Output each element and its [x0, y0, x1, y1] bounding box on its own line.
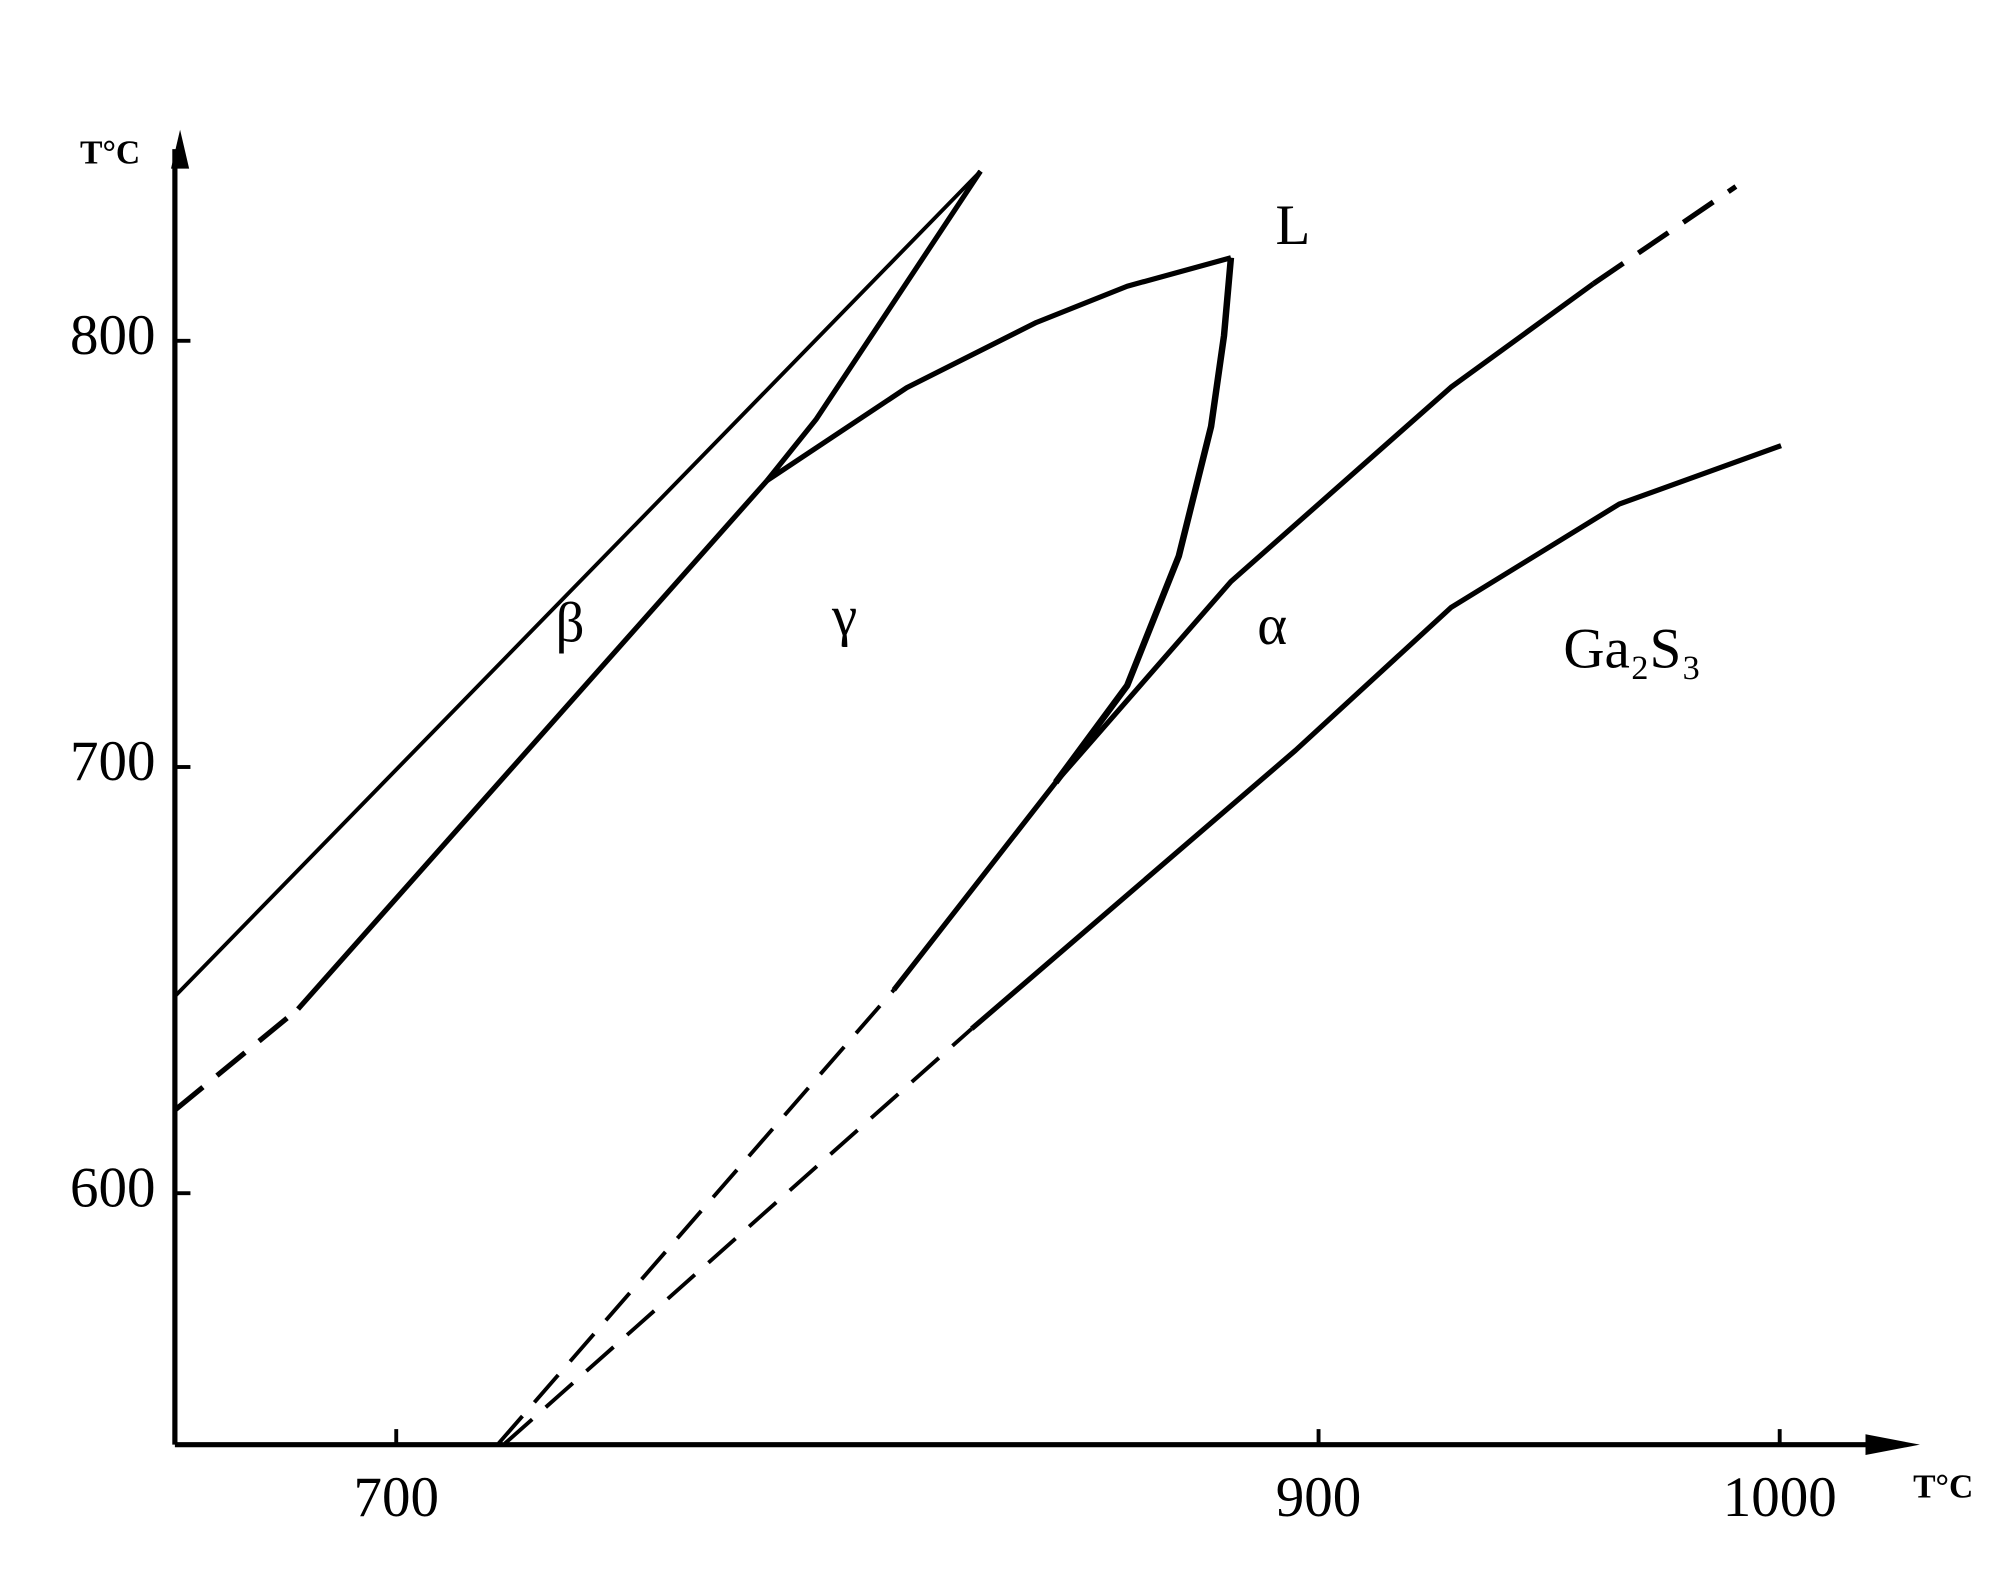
phase-boundary: [503, 1027, 974, 1445]
phase-label: Ga₂S₃: [1563, 617, 1701, 680]
phase-label: α: [1257, 594, 1287, 657]
phase-label: γ: [831, 585, 857, 648]
phase-label: L: [1275, 194, 1310, 257]
y-tick-label: 700: [70, 730, 156, 793]
phase-boundary: [497, 988, 896, 1445]
phase-boundary: [173, 1007, 300, 1113]
phase-boundary: [173, 169, 982, 998]
x-axis-label: T°C: [1913, 1469, 1973, 1506]
phase-boundary: [1053, 257, 1235, 785]
x-tick-label: 900: [1276, 1466, 1361, 1529]
y-tick-label: 800: [70, 304, 156, 367]
phase-boundary: [970, 443, 1782, 1031]
x-tick-label: 700: [353, 1466, 439, 1529]
y-tick-label: 600: [70, 1156, 156, 1219]
phase-boundary: [891, 281, 1595, 992]
phase-boundary: [764, 169, 983, 483]
y-axis-label: T°C: [80, 134, 140, 171]
phase-boundary: [1591, 184, 1738, 286]
y-axis-arrow: [171, 129, 190, 169]
phase-label: β: [556, 592, 585, 655]
x-axis-arrow: [1865, 1434, 1920, 1456]
phase-boundary: [765, 255, 1232, 483]
x-tick-label: 1000: [1723, 1466, 1837, 1529]
phase-boundary: [296, 478, 769, 1011]
